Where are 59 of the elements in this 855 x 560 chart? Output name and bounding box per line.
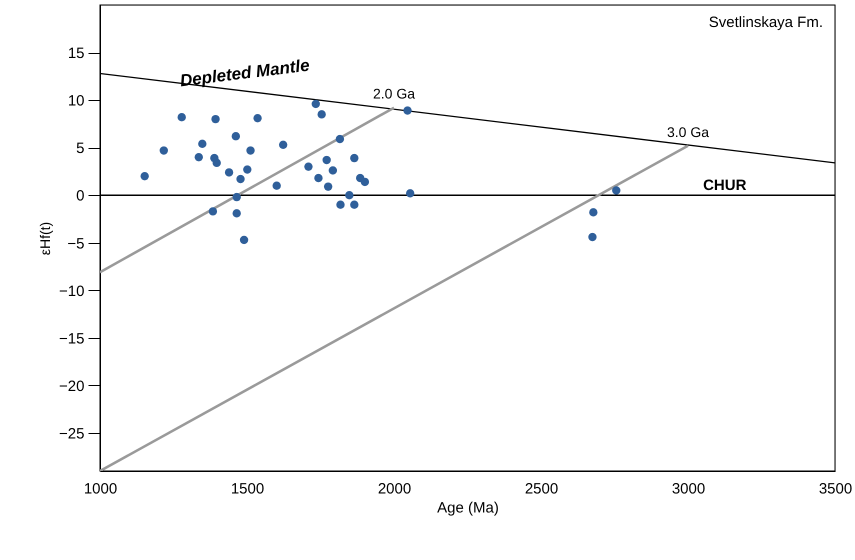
y-tick-label: −10 xyxy=(59,282,84,300)
x-tick-label: 2000 xyxy=(378,480,412,498)
point xyxy=(350,154,358,162)
point xyxy=(406,189,414,198)
ref-line-label: CHUR xyxy=(703,177,747,194)
series-label: 2.0 Ga xyxy=(372,86,416,102)
x-tick-label: 1500 xyxy=(230,480,264,498)
point xyxy=(360,178,370,186)
point xyxy=(588,232,597,242)
point xyxy=(612,186,620,195)
point xyxy=(212,158,221,168)
point xyxy=(198,140,206,148)
point xyxy=(589,208,598,216)
y-tick-label: −20 xyxy=(59,378,84,395)
y-axis-title: εHf(t) xyxy=(37,222,54,256)
point xyxy=(243,165,252,174)
point xyxy=(246,146,255,155)
point xyxy=(304,162,313,171)
y-tick-label: −5 xyxy=(67,235,84,252)
point xyxy=(278,140,288,149)
y-tick-label: 5 xyxy=(76,140,84,158)
point xyxy=(232,209,241,218)
point xyxy=(314,174,323,182)
y-tick-label: 15 xyxy=(68,45,84,62)
point xyxy=(336,134,344,144)
point xyxy=(232,192,241,202)
x-tick-label: 2500 xyxy=(524,480,558,498)
point xyxy=(253,114,262,122)
point xyxy=(236,174,245,184)
point xyxy=(324,182,332,191)
text: Depleted Mantle xyxy=(178,56,311,90)
x-tick-label: 3000 xyxy=(672,480,706,498)
point xyxy=(211,114,220,124)
annotation: Svetlinskaya Fm. xyxy=(708,14,823,31)
point xyxy=(240,236,248,244)
point xyxy=(336,200,345,209)
point xyxy=(232,132,240,140)
point xyxy=(194,152,203,162)
point xyxy=(178,113,186,122)
y-tick-label: −15 xyxy=(59,330,84,348)
y-tick-label: 0 xyxy=(76,188,84,205)
point xyxy=(140,172,149,180)
point xyxy=(322,156,331,164)
point xyxy=(224,168,234,177)
point xyxy=(208,207,218,216)
x-axis-title: Age (Ma) xyxy=(437,500,499,516)
point xyxy=(272,182,281,190)
series-label: 3.0 Ga xyxy=(666,124,710,140)
x-tick-label: 3500 xyxy=(818,480,852,498)
point xyxy=(160,146,168,155)
point xyxy=(328,166,338,175)
point xyxy=(350,200,358,209)
point xyxy=(345,191,354,200)
x-tick-label: 1000 xyxy=(84,480,118,498)
point xyxy=(403,106,412,115)
y-tick-label: −25 xyxy=(59,425,84,442)
y-tick-label: 10 xyxy=(68,92,84,110)
point xyxy=(312,100,320,108)
point xyxy=(317,110,326,119)
